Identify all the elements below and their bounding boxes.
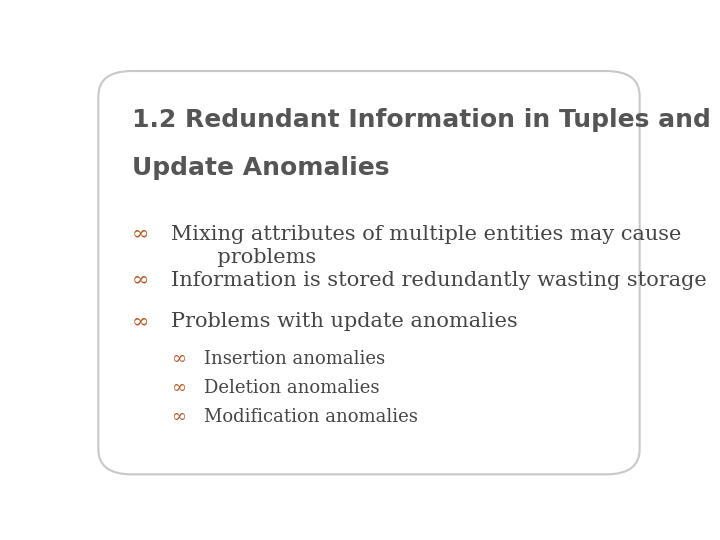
Text: Information is stored redundantly wasting storage: Information is stored redundantly wastin… — [171, 271, 706, 289]
Text: Deletion anomalies: Deletion anomalies — [204, 379, 380, 397]
Text: ∞: ∞ — [132, 271, 149, 289]
Text: Problems with update anomalies: Problems with update anomalies — [171, 312, 518, 331]
Text: Update Anomalies: Update Anomalies — [132, 156, 390, 180]
Text: ∞: ∞ — [132, 225, 149, 244]
Text: Insertion anomalies: Insertion anomalies — [204, 349, 385, 368]
Text: ∞: ∞ — [171, 379, 186, 397]
FancyBboxPatch shape — [99, 71, 639, 474]
Text: ∞: ∞ — [171, 349, 186, 368]
Text: 1.2 Redundant Information in Tuples and: 1.2 Redundant Information in Tuples and — [132, 109, 711, 132]
Text: Modification anomalies: Modification anomalies — [204, 408, 418, 426]
Text: ∞: ∞ — [132, 312, 149, 331]
Text: ∞: ∞ — [171, 408, 186, 426]
Text: Mixing attributes of multiple entities may cause
       problems: Mixing attributes of multiple entities m… — [171, 225, 681, 267]
